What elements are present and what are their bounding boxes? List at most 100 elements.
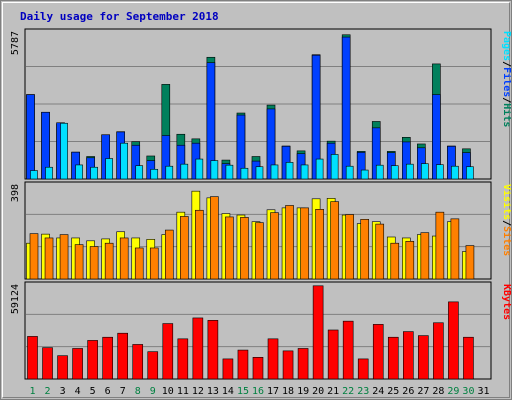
sites-bar xyxy=(225,216,234,280)
legend-separator: / xyxy=(501,97,512,103)
kbytes-bar xyxy=(433,322,444,380)
pages-bar xyxy=(105,158,113,180)
kbytes-bar xyxy=(147,351,159,380)
pages-bar xyxy=(180,163,189,180)
kbytes-bar xyxy=(207,320,219,380)
kbytes-bar xyxy=(42,347,53,380)
pages-bar xyxy=(330,154,339,180)
sites-bar xyxy=(390,242,400,280)
kbytes-bar xyxy=(177,338,189,380)
x-tick-label: 18 xyxy=(282,386,294,397)
x-tick-label: 31 xyxy=(477,386,489,397)
sites-bar xyxy=(255,222,264,280)
x-tick-label: 10 xyxy=(162,386,174,397)
x-tick-label: 8 xyxy=(135,386,141,397)
pages-bar xyxy=(90,166,98,180)
kbytes-bar xyxy=(72,348,83,380)
middle-ymax-label: 398 xyxy=(10,184,21,202)
top-ymax-label: 5787 xyxy=(10,31,21,55)
sites-bar xyxy=(405,240,415,280)
kbytes-bar xyxy=(87,340,98,380)
bottom-bars xyxy=(27,285,474,380)
kbytes-bar xyxy=(267,338,279,380)
pages-bar xyxy=(225,164,234,180)
x-tick-label: 1 xyxy=(30,386,36,397)
pages-bar xyxy=(75,164,83,180)
kbytes-bar xyxy=(162,323,174,380)
sites-bar xyxy=(164,229,174,280)
sites-bar xyxy=(465,245,475,280)
top-legend: Pages/Files/Hits xyxy=(501,31,512,127)
x-tick-label: 27 xyxy=(417,386,429,397)
x-tick-label: 11 xyxy=(177,386,189,397)
middle-legend: Visits/Sites xyxy=(501,184,512,256)
kbytes-bar xyxy=(282,350,294,380)
legend-visits: Visits xyxy=(501,184,512,220)
pages-bar xyxy=(255,166,264,180)
x-tick-label: 16 xyxy=(252,386,264,397)
legend-sites: Sites xyxy=(501,226,512,256)
files-bar xyxy=(341,36,351,180)
x-tick-label: 23 xyxy=(357,386,369,397)
kbytes-bar xyxy=(57,355,68,380)
kbytes-bar xyxy=(312,285,324,380)
kbytes-bar xyxy=(27,336,38,380)
sites-bar xyxy=(195,209,204,280)
sites-bar xyxy=(315,209,324,280)
kbytes-bar xyxy=(192,317,204,380)
legend-hits: Hits xyxy=(501,103,512,127)
middle-bars xyxy=(26,190,475,280)
pages-bar xyxy=(135,165,144,180)
sites-bar xyxy=(375,223,385,280)
sites-bar xyxy=(360,219,370,280)
x-tick-label: 3 xyxy=(60,386,66,397)
x-tick-label: 13 xyxy=(207,386,219,397)
x-tick-label: 26 xyxy=(402,386,414,397)
pages-bar xyxy=(150,168,159,180)
pages-bar xyxy=(300,164,309,180)
pages-bar xyxy=(270,164,279,180)
sites-bar xyxy=(450,218,460,280)
pages-bar xyxy=(421,163,429,180)
sites-bar xyxy=(89,246,99,280)
sites-bar xyxy=(285,205,294,280)
sites-bar xyxy=(59,234,69,280)
sites-bar xyxy=(74,244,84,280)
x-tick-label: 12 xyxy=(192,386,204,397)
x-tick-label: 21 xyxy=(327,386,339,397)
bottom-ymax-label: 59124 xyxy=(10,284,21,314)
x-tick-label: 30 xyxy=(462,386,474,397)
kbytes-bar xyxy=(297,348,309,380)
pages-bar xyxy=(451,165,459,180)
kbytes-bar xyxy=(117,332,128,380)
kbytes-bar xyxy=(403,331,414,380)
sites-bar xyxy=(149,247,159,280)
kbytes-bar xyxy=(448,301,459,380)
x-tick-label: 29 xyxy=(447,386,459,397)
top-panel: 5787 Pages/Files/Hits xyxy=(10,28,512,180)
sites-bar xyxy=(119,237,129,280)
x-tick-label: 22 xyxy=(342,386,354,397)
kbytes-bar xyxy=(372,324,384,380)
sites-bar xyxy=(435,211,445,280)
legend-separator: / xyxy=(501,61,512,67)
files-bar xyxy=(26,94,35,180)
kbytes-bar xyxy=(237,349,249,380)
pages-bar xyxy=(30,170,38,180)
pages-bar xyxy=(120,142,128,180)
pages-bar xyxy=(210,160,219,180)
legend-pages: Pages xyxy=(501,31,512,61)
sites-bar xyxy=(44,237,54,280)
x-tick-label: 5 xyxy=(90,386,96,397)
top-bars xyxy=(26,34,474,180)
kbytes-bar xyxy=(342,320,354,380)
legend-files: Files xyxy=(501,67,512,97)
pages-bar xyxy=(345,165,354,180)
sites-bar xyxy=(330,201,339,280)
sites-bar xyxy=(300,207,309,280)
x-tick-label: 2 xyxy=(45,386,51,397)
kbytes-bar xyxy=(102,336,113,380)
legend-kbytes: KBytes xyxy=(501,284,512,320)
legend-separator: / xyxy=(501,220,512,226)
